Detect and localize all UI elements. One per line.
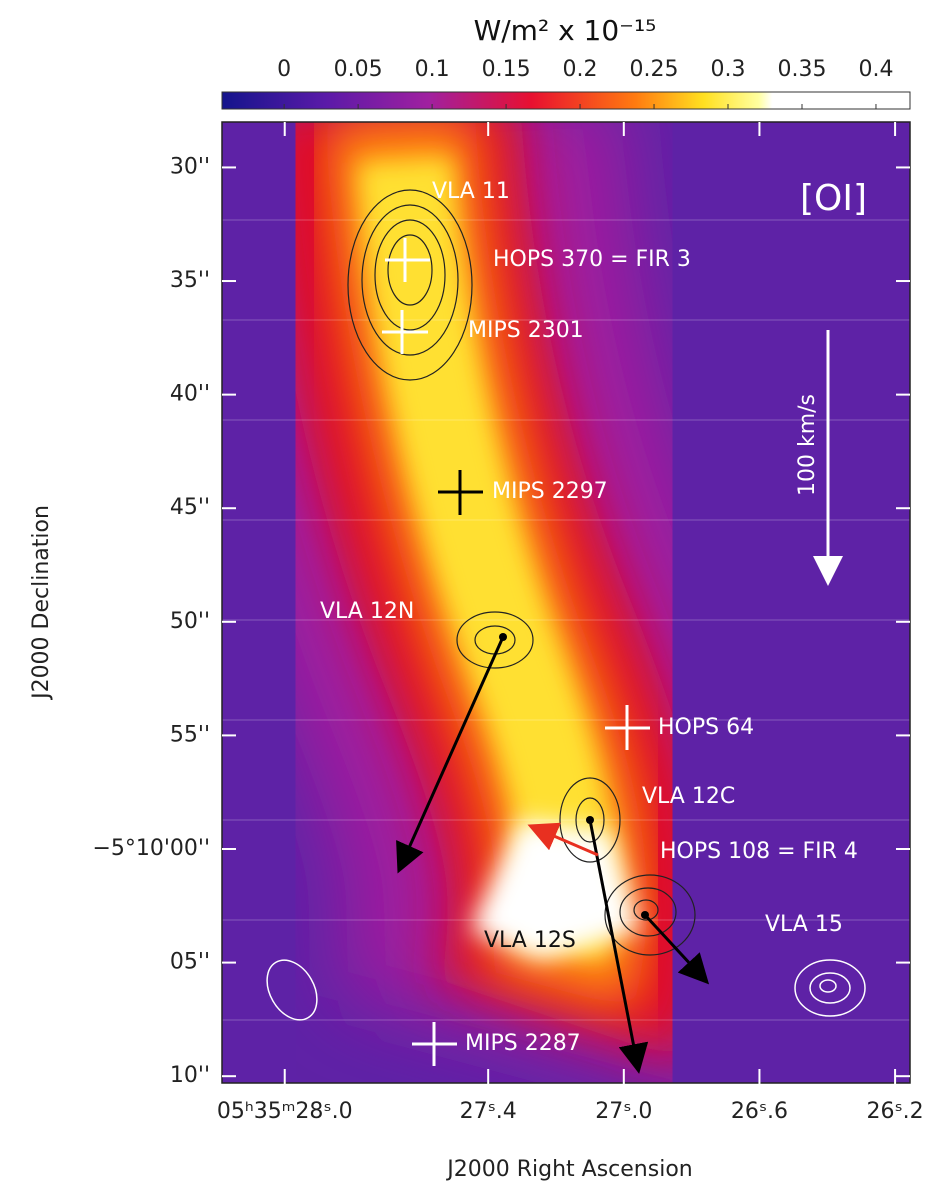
y-axis-label: J2000 Declination (29, 505, 54, 701)
y-tick-label: 10'' (170, 1063, 210, 1088)
x-tick-label: 26ˢ.6 (731, 1099, 788, 1124)
annotation: VLA 15 (765, 912, 843, 937)
y-tick-label: 05'' (170, 950, 210, 975)
colorbar-label: W/m² x 10⁻¹⁵ (474, 14, 657, 47)
annotation: HOPS 370 = FIR 3 (493, 247, 691, 272)
annotation: VLA 12C (642, 784, 735, 809)
annotation: MIPS 2297 (492, 479, 608, 504)
annotation: HOPS 108 = FIR 4 (660, 839, 858, 864)
annotation: VLA 12N (320, 599, 414, 624)
x-tick-label: 27ˢ.4 (460, 1099, 517, 1124)
annotation: VLA 12S (484, 928, 576, 953)
y-tick-label: 45'' (170, 495, 210, 520)
colorbar-tick-label: 0.1 (415, 57, 450, 82)
annotation: VLA 11 (432, 179, 510, 204)
image (222, 122, 910, 1083)
y-tick-label: 30'' (170, 154, 210, 179)
x-tick-label: 05ʰ35ᵐ28ˢ.0 (217, 1099, 353, 1124)
annotation: MIPS 2301 (468, 318, 584, 343)
y-tick-label: −5°10'00'' (92, 836, 210, 861)
y-tick-label: 40'' (170, 382, 210, 407)
colorbar-tick-label: 0.2 (563, 57, 598, 82)
x-tick-label: 27ˢ.0 (595, 1099, 652, 1124)
y-tick-label: 50'' (170, 609, 210, 634)
y-tick-label: 35'' (170, 268, 210, 293)
x-axis-label: J2000 Right Ascension (445, 1157, 692, 1182)
annotation: MIPS 2287 (465, 1031, 581, 1056)
colorbar-tick-label: 0.05 (334, 57, 383, 82)
colorbar-tick-label: 0.35 (777, 57, 826, 82)
plot-frame (221, 121, 911, 1084)
colorbar-tick-label: 0 (277, 57, 291, 82)
y-tick-label: 55'' (170, 722, 210, 747)
x-tick-label: 26ˢ.2 (866, 1099, 923, 1124)
annotation: HOPS 64 (658, 715, 754, 740)
colorbar (221, 91, 911, 110)
colorbar-tick-label: 0.15 (482, 57, 531, 82)
colorbar-tick-label: 0.3 (711, 57, 746, 82)
annotation: [OI] (800, 178, 867, 219)
colorbar-tick-label: 0.4 (858, 57, 893, 82)
colorbar-tick-label: 0.25 (630, 57, 679, 82)
annotation: 100 km/s (795, 394, 820, 496)
